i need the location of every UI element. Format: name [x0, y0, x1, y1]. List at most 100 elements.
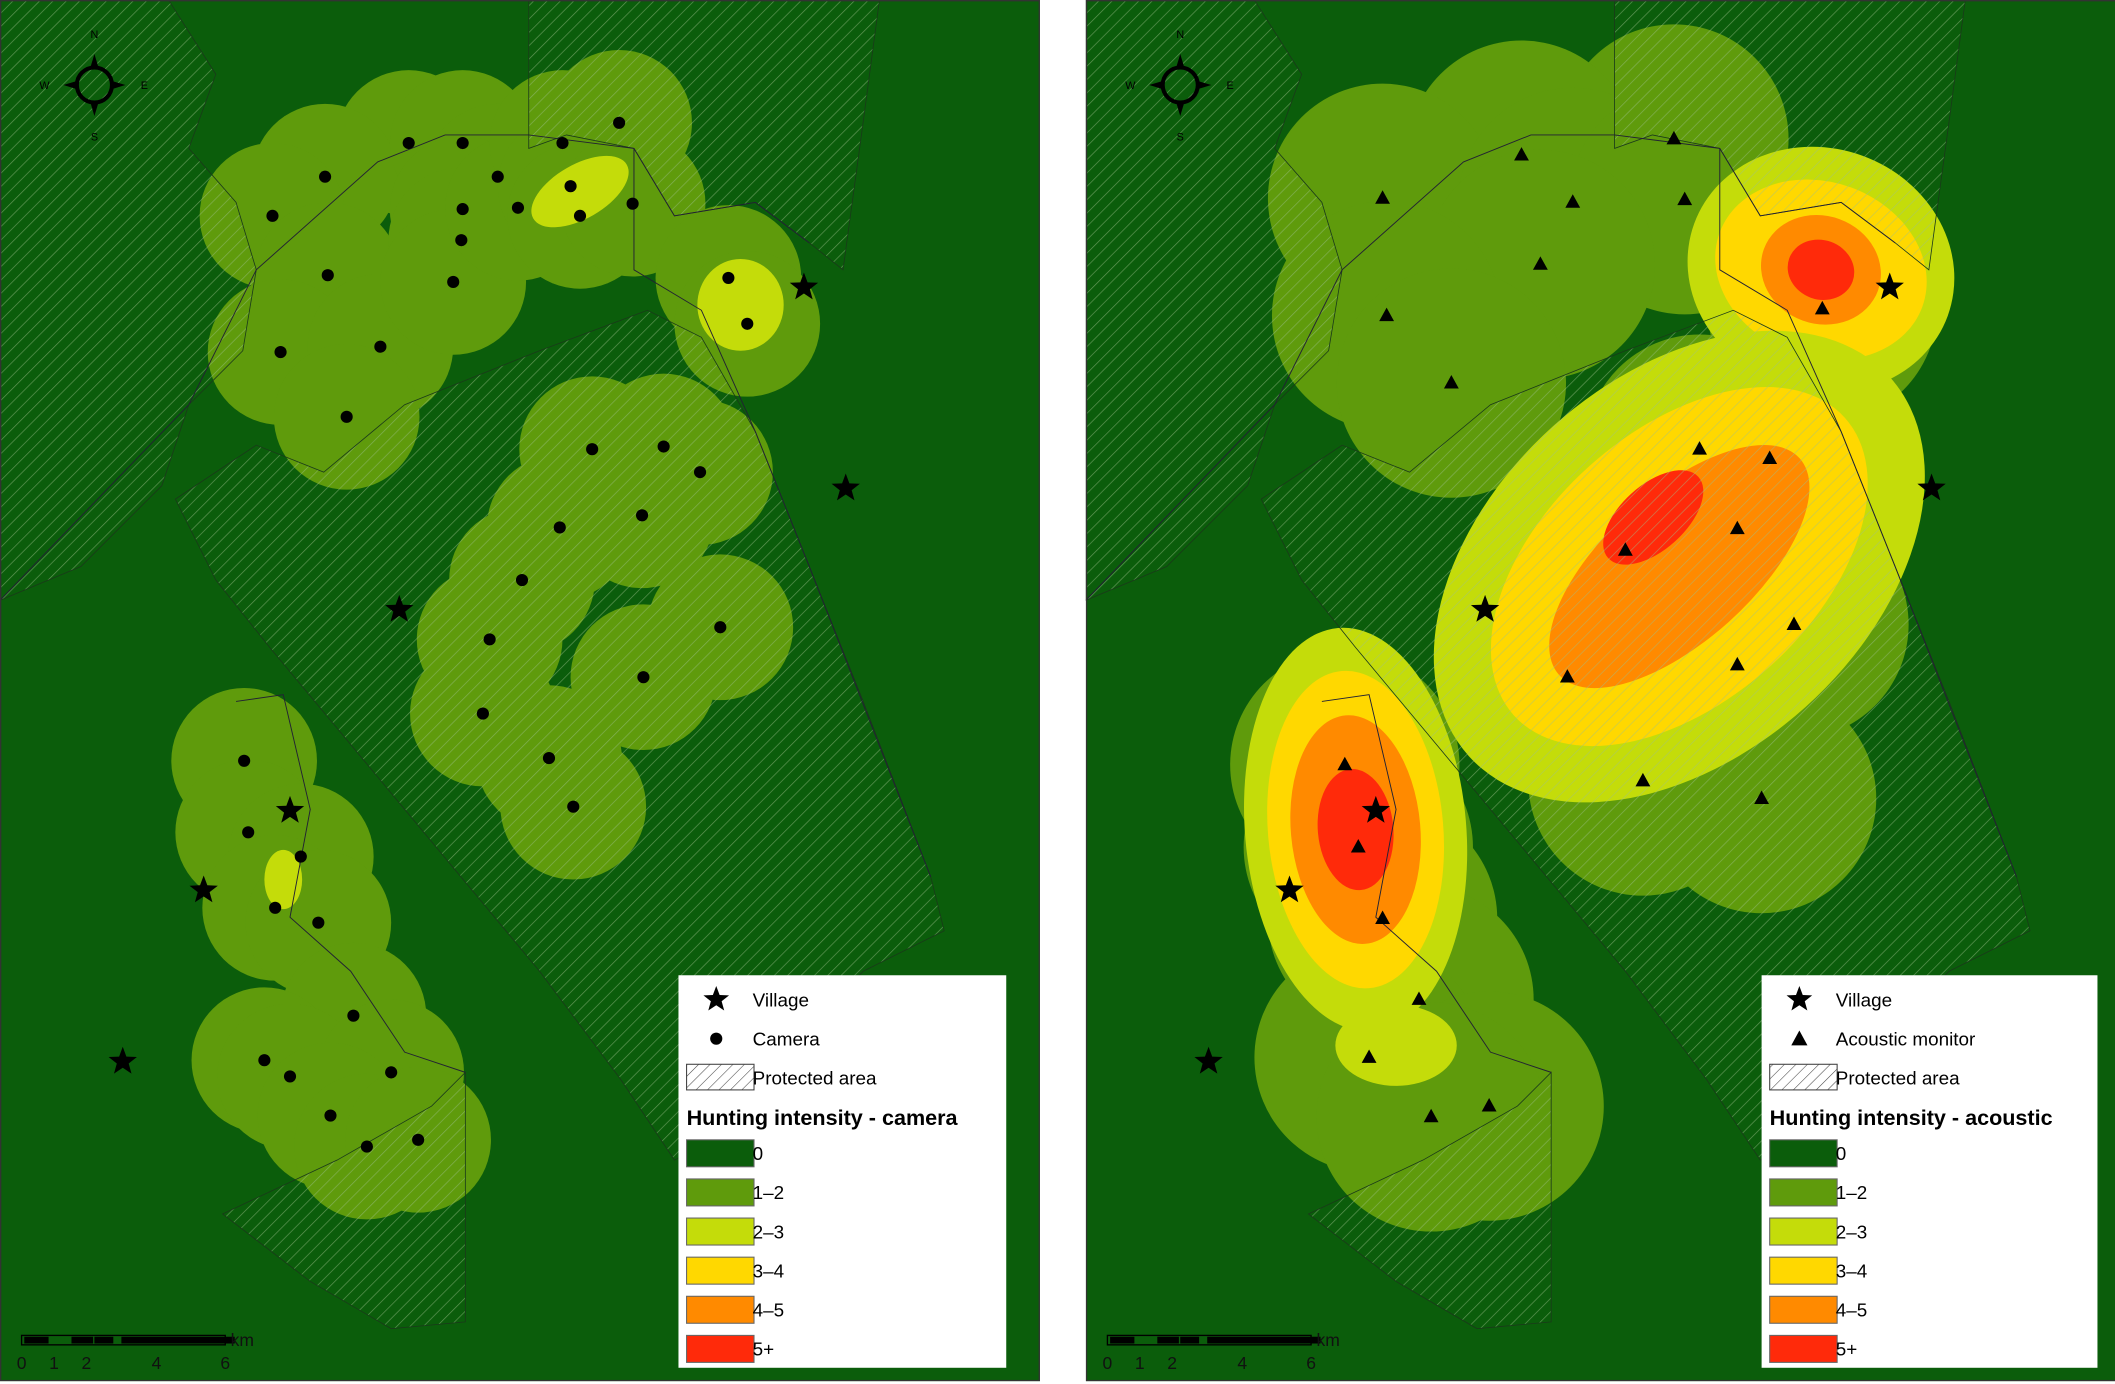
village-marker	[789, 272, 819, 300]
camera-marker	[511, 201, 525, 214]
compass-label-s: S	[1177, 131, 1184, 143]
acoustic-monitor-marker	[1814, 300, 1830, 315]
protected-area-boundary	[1085, 134, 2017, 1073]
legend-swatch-2	[686, 1217, 755, 1246]
scale-tick-label: 6	[1306, 1353, 1316, 1373]
protected-area	[1260, 309, 2031, 1161]
village-legend-icon	[1786, 986, 1813, 1011]
camera-marker	[274, 346, 287, 359]
camera-marker	[412, 1133, 425, 1146]
acoustic-monitor-marker	[1754, 790, 1770, 804]
village-marker	[1917, 473, 1946, 501]
scale-bar-segment	[1207, 1336, 1321, 1344]
intensity-zone-5plus	[1787, 239, 1855, 300]
camera-marker	[567, 800, 580, 813]
village-marker	[108, 1046, 137, 1074]
scale-bar-segment	[71, 1336, 94, 1344]
panel-frame	[1085, 0, 2115, 1382]
village-marker	[385, 594, 414, 622]
camera-marker	[294, 850, 307, 863]
protected-area-legend-swatch	[1769, 1063, 1838, 1091]
acoustic-monitor-marker	[1677, 191, 1693, 206]
compass-arrow	[1149, 80, 1163, 90]
camera-marker	[456, 136, 469, 150]
compass-label-e: E	[141, 80, 148, 92]
compass-rose: N S W E	[1125, 29, 1234, 144]
scale-bar-segment	[121, 1336, 235, 1344]
legend-sensor-label: Acoustic monitor	[1836, 1029, 1976, 1050]
acoustic-monitor-marker	[1666, 130, 1682, 145]
camera-marker	[586, 443, 599, 456]
camera-marker	[447, 275, 460, 289]
village-marker	[1875, 272, 1904, 300]
camera-marker	[385, 1066, 398, 1079]
legend-protected-label: Protected area	[1836, 1069, 1960, 1090]
acoustic-monitor-marker	[1361, 1049, 1377, 1063]
camera-marker	[321, 269, 334, 282]
village-marker	[189, 875, 218, 903]
map-legend: Village Camera Protected area Hunting inten…	[678, 975, 1007, 1368]
camera-marker	[657, 440, 670, 453]
acoustic-monitor-marker	[1762, 450, 1778, 465]
scale-bar-segment	[1180, 1336, 1200, 1344]
acoustic-monitor-marker	[1729, 656, 1745, 671]
compass-arrow	[1176, 53, 1185, 68]
intensity-zone-2-3	[264, 849, 303, 910]
legend-title: Hunting intensity - camera	[687, 1105, 959, 1130]
acoustic-monitor-marker	[1532, 256, 1548, 270]
scale-tick-label: 2	[81, 1353, 91, 1373]
compass-arrow	[1176, 102, 1185, 117]
camera-marker	[360, 1140, 373, 1153]
camera-marker	[573, 209, 587, 222]
legend-class-label: 5+	[753, 1340, 775, 1361]
intensity-zone-2-3	[531, 155, 629, 228]
scale-tick-label: 1	[1135, 1353, 1145, 1373]
camera-marker	[483, 633, 496, 646]
camera-marker	[266, 209, 279, 222]
compass-arrow	[63, 80, 77, 90]
panel-frame	[0, 0, 1040, 1382]
legend-class-label: 0	[1836, 1144, 1847, 1165]
camera-legend-icon	[710, 1032, 723, 1045]
village-legend-icon	[703, 986, 730, 1011]
scale-bar: km 0 1 2 4 6	[1103, 1330, 1340, 1373]
scale-unit: km	[1316, 1330, 1339, 1350]
legend-class-label: 0	[753, 1144, 764, 1165]
legend-swatch-2	[1769, 1217, 1838, 1246]
acoustic-monitor-marker	[1481, 1098, 1497, 1112]
legend-class-label: 2–3	[1836, 1222, 1868, 1243]
acoustic-monitor-marker	[1375, 190, 1390, 204]
legend-swatch-1	[1769, 1178, 1838, 1207]
legend-class-label: 3–4	[753, 1261, 785, 1282]
camera-marker	[722, 271, 735, 284]
camera-marker	[238, 754, 251, 767]
acoustic-monitor-marker	[1411, 991, 1427, 1005]
legend-swatch-3	[1769, 1256, 1838, 1285]
protected-area-boundary	[0, 134, 932, 1073]
legend-swatch-0	[1769, 1139, 1838, 1168]
legend-protected-label: Protected area	[753, 1069, 877, 1090]
acoustic-monitor-marker	[1350, 839, 1366, 853]
protected-area-legend-swatch	[686, 1063, 755, 1091]
camera-marker	[402, 136, 415, 150]
acoustic-monitor-marker	[1443, 375, 1459, 389]
scale-bar-segment	[1157, 1336, 1179, 1344]
village-marker	[1275, 875, 1304, 903]
legend-swatch-5	[686, 1334, 755, 1363]
legend-swatch-0	[686, 1139, 755, 1168]
camera-marker	[242, 826, 255, 839]
acoustic-monitor-marker	[1692, 441, 1707, 455]
camera-marker	[637, 671, 650, 684]
camera-marker	[741, 317, 754, 330]
camera-marker	[312, 916, 325, 929]
legend-swatch-4	[1769, 1295, 1838, 1324]
camera-marker	[714, 621, 727, 634]
compass-arrow	[111, 80, 126, 90]
scale-tick-label: 0	[1103, 1353, 1113, 1373]
legend-class-label: 2–3	[753, 1222, 785, 1243]
scale-tick-label: 1	[49, 1353, 59, 1373]
scale-tick-label: 0	[17, 1353, 27, 1373]
camera-marker	[556, 136, 569, 150]
scale-tick-label: 2	[1167, 1353, 1177, 1373]
